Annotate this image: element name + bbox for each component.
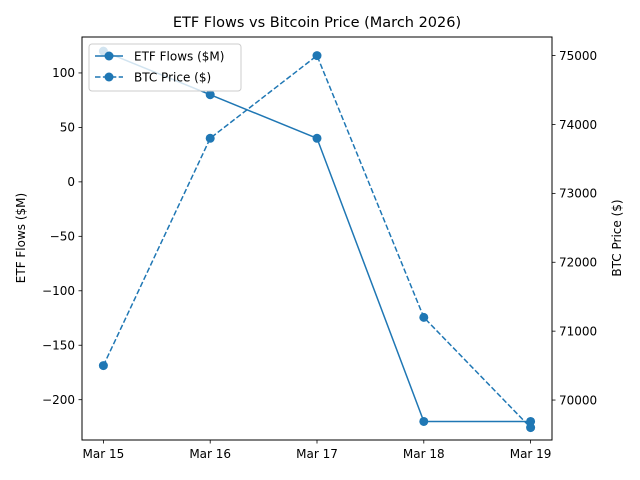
y-tick-label-right: 75000 — [559, 49, 597, 63]
y-tick-label-left: −100 — [42, 284, 75, 298]
y-tick-label-left: −50 — [50, 230, 75, 244]
right-axis: 70000 71000 72000 73000 74000 75000 — [552, 49, 597, 407]
chart-title: ETF Flows vs Bitcoin Price (March 2026) — [173, 15, 461, 31]
x-tick-label: Mar 16 — [189, 447, 231, 461]
y-tick-label-left: −150 — [42, 339, 75, 353]
axes-frame — [81, 36, 553, 441]
y-tick-label-right: 70000 — [559, 393, 597, 407]
series-line-btc-price — [102, 54, 532, 429]
data-point-etf-flows — [419, 416, 429, 426]
data-point-btc-price — [312, 51, 322, 61]
legend-marker-btc — [104, 72, 114, 82]
y-tick-label-left: 50 — [60, 121, 75, 135]
series-line-etf-flows — [103, 50, 531, 423]
legend: ETF Flows ($M) BTC Price ($) — [88, 43, 242, 92]
x-tick-label: Mar 17 — [296, 447, 338, 461]
x-tick-label: Mar 18 — [403, 447, 445, 461]
y-axis-label-left: ETF Flows ($M) — [14, 193, 28, 283]
y-tick-label-right: 74000 — [559, 118, 597, 132]
x-axis: Mar 15 Mar 16 Mar 17 Mar 18 Mar 19 — [83, 440, 552, 461]
legend-label-etf: ETF Flows ($M) — [134, 50, 224, 64]
data-point-btc-price — [205, 133, 215, 143]
data-point-etf-flows — [205, 90, 215, 100]
y-axis-label-right: BTC Price ($) — [610, 199, 624, 276]
x-tick-label: Mar 15 — [83, 447, 125, 461]
y-tick-label-left: 100 — [52, 66, 75, 80]
data-point-btc-price — [526, 423, 536, 433]
data-point-btc-price — [98, 361, 108, 371]
y-tick-label-right: 73000 — [559, 187, 597, 201]
legend-label-btc: BTC Price ($) — [134, 71, 211, 85]
x-tick-label: Mar 19 — [510, 447, 552, 461]
left-axis: −200 −150 −100 −50 0 50 100 — [42, 66, 82, 407]
y-tick-label-right: 71000 — [559, 324, 597, 338]
legend-box — [88, 43, 242, 92]
y-tick-label-right: 72000 — [559, 256, 597, 270]
plot-lines — [98, 46, 536, 433]
legend-marker-etf — [104, 51, 114, 61]
y-tick-label-left: −200 — [42, 393, 75, 407]
y-tick-label-left: 0 — [67, 175, 75, 189]
data-point-btc-price — [419, 312, 429, 322]
data-point-etf-flows — [312, 133, 322, 143]
